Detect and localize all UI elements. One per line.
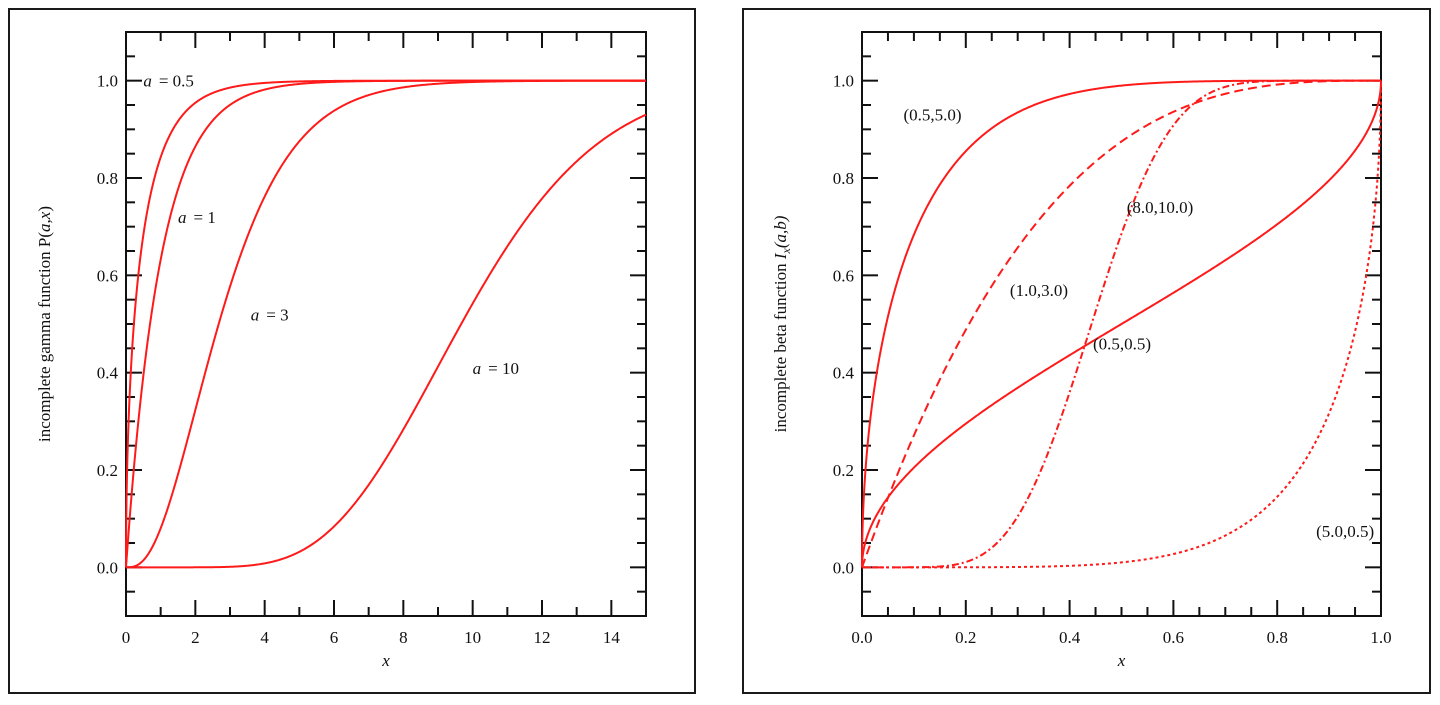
x-tick-label: 0.4: [1059, 628, 1081, 647]
x-axis-title: x: [1117, 651, 1126, 670]
x-tick-label: 0.8: [1267, 628, 1288, 647]
curve-annotation: (5.0,0.5): [1316, 522, 1374, 541]
x-tick-label: 14: [603, 628, 621, 647]
x-axis-title: x: [381, 651, 390, 670]
axes: 0 2 4 6 8 10 12 14 0.0 0.2 0.4 0.6 0.8 1.0 x incomplete…: [35, 31, 647, 670]
gamma-chart-panel: [8, 8, 696, 694]
y-tick-label: 1.0: [833, 72, 854, 91]
y-tick-label: 0.8: [97, 169, 118, 188]
x-tick-label: 0.6: [1163, 628, 1184, 647]
y-tick-label: 0.0: [97, 558, 118, 577]
curve-annotation: (0.5,0.5): [1093, 334, 1151, 353]
y-tick-label: 0.6: [833, 266, 854, 285]
curves: [861, 79, 1382, 569]
curve-annotation: a = 0.5: [143, 72, 194, 91]
x-tick-label: 2: [191, 628, 200, 647]
x-tick-label: 10: [464, 628, 481, 647]
y-tick-label: 1.0: [97, 72, 118, 91]
y-axis-title: incomplete gamma function P(a,x): [35, 206, 54, 442]
x-tick-label: 0: [122, 628, 131, 647]
y-axis-title: incomplete beta function Ix(a,b): [771, 215, 793, 432]
y-tick-label: 0.4: [833, 364, 855, 383]
y-tick-label: 0.2: [97, 461, 118, 480]
curve-annotation: (0.5,5.0): [904, 106, 962, 125]
y-tick-label: 0.6: [97, 266, 118, 285]
curve-5-0-0-5: [861, 80, 1382, 569]
axes: 0.0 0.2 0.4 0.6 0.8 1.0 0.0 0.2 0.4 0.6 0.8 1.0 x inc…: [771, 31, 1392, 670]
y-tick-label: 0.4: [97, 364, 119, 383]
curve-annotation: a = 10: [473, 359, 519, 378]
curve-8-0-10-0: [861, 79, 1382, 569]
curve-annotation: a = 1: [178, 208, 216, 227]
y-tick-label: 0.8: [833, 169, 854, 188]
x-tick-label: 4: [260, 628, 269, 647]
curve-annotation: (1.0,3.0): [1010, 281, 1068, 300]
x-tick-label: 8: [399, 628, 408, 647]
x-tick-label: 1.0: [1370, 628, 1391, 647]
curve-annotation: a = 3: [251, 305, 289, 324]
y-tick-label: 0.2: [833, 461, 854, 480]
curves: [125, 79, 647, 569]
curve-a-3: [125, 79, 646, 569]
curve-annotation: (8.0,10.0): [1127, 198, 1194, 217]
curve-a-10: [125, 113, 647, 569]
x-tick-label: 0.0: [851, 628, 872, 647]
beta-chart-panel: [742, 8, 1431, 694]
curve-0-5-0-5: [861, 80, 1382, 568]
x-tick-label: 6: [330, 628, 339, 647]
x-tick-label: 0.2: [955, 628, 976, 647]
y-tick-label: 0.0: [833, 558, 854, 577]
x-tick-label: 12: [534, 628, 551, 647]
